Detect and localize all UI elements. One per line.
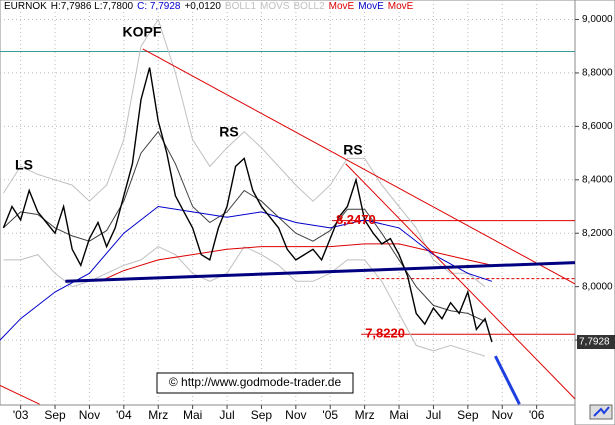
series-line: [99, 243, 493, 282]
level-label: 7,8220: [365, 326, 405, 341]
last-price-label: 7,7928: [579, 337, 610, 348]
trend-line: [65, 261, 576, 283]
x-tick-label: Sep: [457, 408, 479, 422]
x-tick-label: Jul: [219, 408, 234, 422]
x-tick-label: Mai: [183, 408, 202, 422]
x-tick-label: '04: [116, 408, 132, 422]
x-tick-label: Mai: [389, 408, 408, 422]
x-tick-label: '05: [322, 408, 338, 422]
x-tick-label: Nov: [492, 408, 513, 422]
series-line: [2, 18, 486, 288]
level-label: 8,2470: [336, 212, 376, 227]
annotation: LS: [15, 157, 33, 173]
x-tick-label: Mrz: [148, 408, 168, 422]
close: C: 7,7928: [137, 1, 181, 12]
x-tick-label: Sep: [251, 408, 273, 422]
legend-entry: BOLL2: [293, 1, 325, 12]
last-price-box: [577, 335, 615, 350]
symbol: EURNOK: [4, 1, 47, 12]
header: EURNOK H:7,7986 L:7,7800 C: 7,7928 +0,01…: [4, 1, 413, 12]
y-tick-label: 8,6000: [582, 121, 613, 132]
x-tick-label: Jul: [426, 408, 441, 422]
legend-entry: MOVS: [260, 1, 290, 12]
y-tick-label: 8,4000: [582, 174, 613, 185]
plot-frame: [0, 0, 576, 406]
x-tick-label: '06: [529, 408, 545, 422]
legend-entry: MovE: [387, 1, 414, 12]
trend-line: [494, 355, 521, 405]
trend-line: [142, 48, 576, 285]
change: +0,0120: [184, 1, 221, 12]
plot: [0, 0, 576, 405]
axis-panel: [574, 0, 615, 425]
copyright: © http://www.godmode-trader.de: [169, 375, 342, 389]
x-tick-label: '03: [13, 408, 29, 422]
x-tick-label: Nov: [79, 408, 100, 422]
stats: H:7,7986 L:7,7800: [50, 1, 134, 12]
x-tick-label: Mrz: [355, 408, 375, 422]
copyright-box: [156, 372, 354, 394]
trend-line: [0, 385, 40, 405]
series-line: [2, 67, 493, 343]
legend-entry: BOLL1: [224, 1, 257, 12]
trend-line: [345, 163, 576, 400]
y-tick-label: 9,0000: [582, 14, 613, 25]
annotation: KOPF: [123, 24, 162, 40]
series-line: [3, 245, 486, 357]
y-tick-label: 8,8000: [582, 68, 613, 79]
legend-entry: MovE: [328, 1, 355, 12]
annotation: RS: [343, 142, 362, 158]
y-tick-label: 8,0000: [582, 281, 613, 292]
y-tick-label: 8,2000: [582, 228, 613, 239]
x-tick-label: Nov: [285, 408, 306, 422]
logo-icon: [593, 406, 610, 417]
x-tick-label: Sep: [44, 408, 66, 422]
annotation: RS: [219, 124, 238, 140]
legend-entry: MovE: [358, 1, 384, 12]
series-line: [0, 205, 493, 341]
